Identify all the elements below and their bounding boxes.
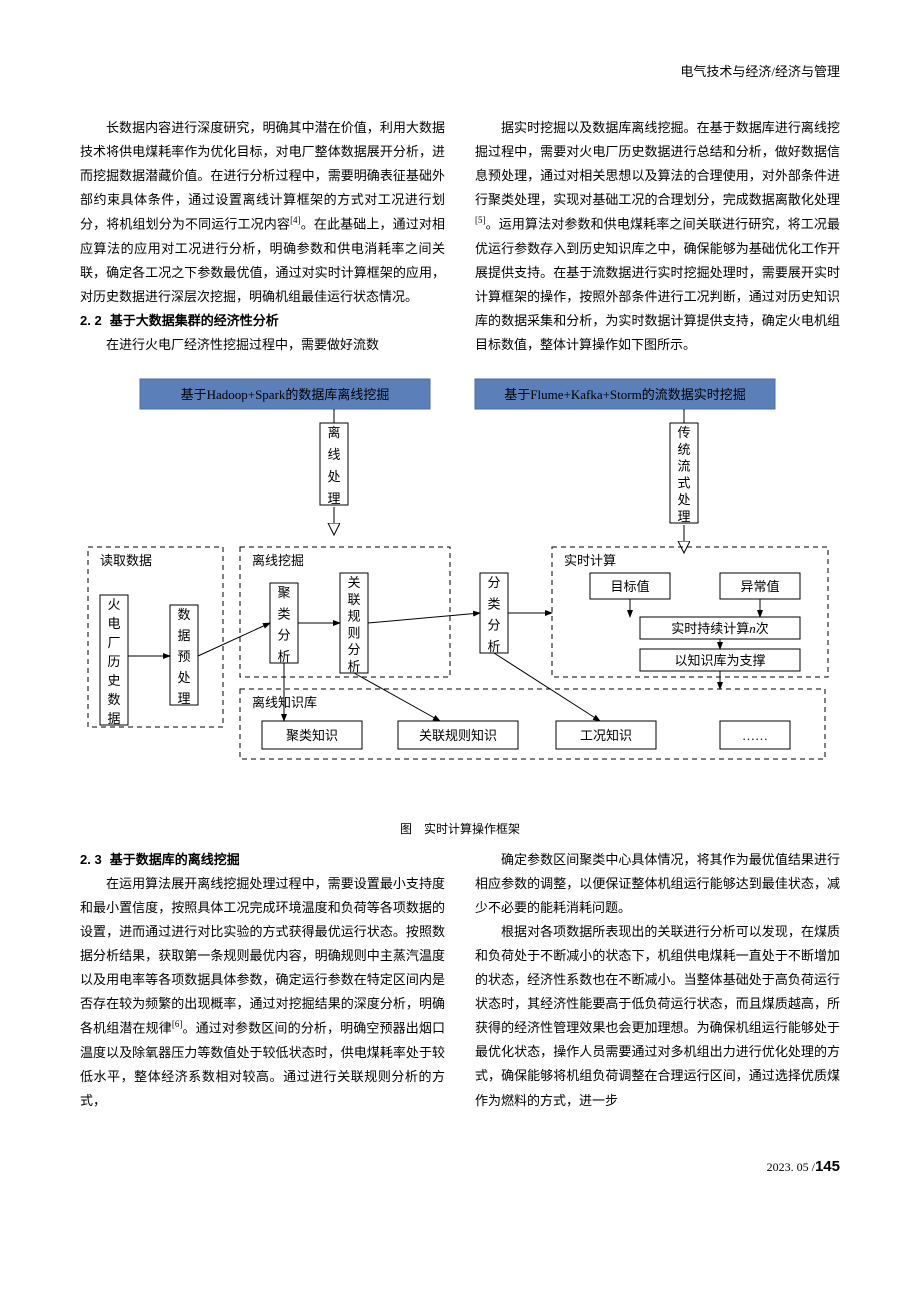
para-top-right: 据实时挖掘以及数据库离线挖掘。在基于数据库进行离线挖掘过程中，需要对火电厂历史数… <box>475 116 840 357</box>
svg-text:数: 数 <box>107 692 120 707</box>
svg-text:电: 电 <box>107 616 120 631</box>
svg-text:联: 联 <box>347 592 360 607</box>
footer-page: 145 <box>815 1158 840 1175</box>
svg-text:离线知识库: 离线知识库 <box>252 695 317 710</box>
svg-text:离线挖掘: 离线挖掘 <box>252 553 304 568</box>
svg-text:目标值: 目标值 <box>610 579 649 594</box>
svg-text:统: 统 <box>677 442 690 457</box>
svg-text:据: 据 <box>107 711 120 726</box>
h22: 2. 2 基于大数据集群的经济性分析 <box>80 309 445 333</box>
svg-text:流: 流 <box>677 458 690 473</box>
svg-text:聚: 聚 <box>277 585 290 600</box>
para-23-right-b: 根据对各项数据所表现出的关联进行分析可以发现，在煤质和负荷处于不断减小的状态下，… <box>475 920 840 1112</box>
para-23-left: 在运用算法展开离线挖掘处理过程中，需要设置最小支持度和最小置信度，按照具体工况完… <box>80 872 445 1113</box>
footer: 2023. 05 /145 <box>80 1153 840 1181</box>
para-top-left: 长数据内容进行深度研究，明确其中潜在价值，利用大数据技术将供电煤耗率作为优化目标… <box>80 116 445 309</box>
svg-text:处: 处 <box>677 492 690 507</box>
svg-text:处: 处 <box>177 670 190 685</box>
svg-text:理: 理 <box>177 691 190 706</box>
svg-text:火: 火 <box>107 597 120 612</box>
svg-text:预: 预 <box>177 649 190 664</box>
svg-text:关联规则知识: 关联规则知识 <box>419 728 497 743</box>
svg-text:基于Hadoop+Spark的数据库离线挖掘: 基于Hadoop+Spark的数据库离线挖掘 <box>181 387 390 402</box>
svg-text:类: 类 <box>277 606 290 621</box>
svg-text:分: 分 <box>487 575 500 590</box>
svg-text:厂: 厂 <box>107 635 120 650</box>
h23-title: 基于数据库的离线挖掘 <box>110 852 240 867</box>
bottom-right-col: 确定参数区间聚类中心具体情况，将其作为最优值结果进行相应参数的调整，以便保证整体… <box>475 848 840 1113</box>
running-header: 电气技术与经济/经济与管理 <box>80 60 840 84</box>
svg-text:读取数据: 读取数据 <box>100 553 152 568</box>
svg-text:实时计算: 实时计算 <box>564 553 616 568</box>
diagram-svg: 基于Hadoop+Spark的数据库离线挖掘 基于Flume+Kafka+Stor… <box>80 373 840 808</box>
h23: 2. 3 基于数据库的离线挖掘 <box>80 848 445 872</box>
svg-text:析: 析 <box>347 659 360 674</box>
svg-text:分: 分 <box>347 642 360 657</box>
svg-text:基于Flume+Kafka+Storm的流数据实时挖掘: 基于Flume+Kafka+Storm的流数据实时挖掘 <box>504 387 745 402</box>
top-left-col: 长数据内容进行深度研究，明确其中潜在价值，利用大数据技术将供电煤耗率作为优化目标… <box>80 116 445 357</box>
svg-text:类: 类 <box>487 596 500 611</box>
svg-text:传: 传 <box>677 425 690 440</box>
svg-text:关: 关 <box>347 575 360 590</box>
svg-text:析: 析 <box>277 649 290 664</box>
svg-text:……: …… <box>742 728 768 743</box>
svg-text:理: 理 <box>677 509 690 524</box>
h22-num: 2. 2 <box>80 313 102 328</box>
para-22: 在进行火电厂经济性挖掘过程中，需要做好流数 <box>80 333 445 357</box>
figure-caption: 图 实时计算操作框架 <box>80 818 840 840</box>
svg-text:离: 离 <box>327 425 340 440</box>
svg-text:聚类知识: 聚类知识 <box>286 728 338 743</box>
svg-text:历: 历 <box>107 654 120 669</box>
svg-text:分: 分 <box>277 628 290 643</box>
svg-text:史: 史 <box>107 673 120 688</box>
top-columns: 长数据内容进行深度研究，明确其中潜在价值，利用大数据技术将供电煤耗率作为优化目标… <box>80 116 840 357</box>
h23-num: 2. 3 <box>80 852 102 867</box>
svg-text:分: 分 <box>487 618 500 633</box>
svg-text:析: 析 <box>487 639 500 654</box>
svg-text:实时持续计算n次: 实时持续计算n次 <box>671 621 769 636</box>
svg-text:处: 处 <box>327 469 340 484</box>
bottom-left-col: 2. 3 基于数据库的离线挖掘 在运用算法展开离线挖掘处理过程中，需要设置最小支持… <box>80 848 445 1113</box>
bottom-columns: 2. 3 基于数据库的离线挖掘 在运用算法展开离线挖掘处理过程中，需要设置最小支持… <box>80 848 840 1113</box>
svg-text:工况知识: 工况知识 <box>580 728 632 743</box>
top-right-col: 据实时挖掘以及数据库离线挖掘。在基于数据库进行离线挖掘过程中，需要对火电厂历史数… <box>475 116 840 357</box>
svg-text:异常值: 异常值 <box>740 579 779 594</box>
para-23-right-a: 确定参数区间聚类中心具体情况，将其作为最优值结果进行相应参数的调整，以便保证整体… <box>475 848 840 920</box>
svg-text:规: 规 <box>347 608 360 623</box>
svg-text:则: 则 <box>347 625 360 640</box>
h22-title: 基于大数据集群的经济性分析 <box>110 313 279 328</box>
footer-issue: 2023. 05 / <box>767 1160 815 1174</box>
svg-text:理: 理 <box>327 491 340 506</box>
svg-text:以知识库为支撑: 以知识库为支撑 <box>674 653 765 668</box>
svg-text:数: 数 <box>177 607 190 622</box>
svg-text:式: 式 <box>677 475 690 490</box>
svg-text:线: 线 <box>327 447 340 462</box>
figure: 基于Hadoop+Spark的数据库离线挖掘 基于Flume+Kafka+Stor… <box>80 373 840 840</box>
svg-text:据: 据 <box>177 628 190 643</box>
